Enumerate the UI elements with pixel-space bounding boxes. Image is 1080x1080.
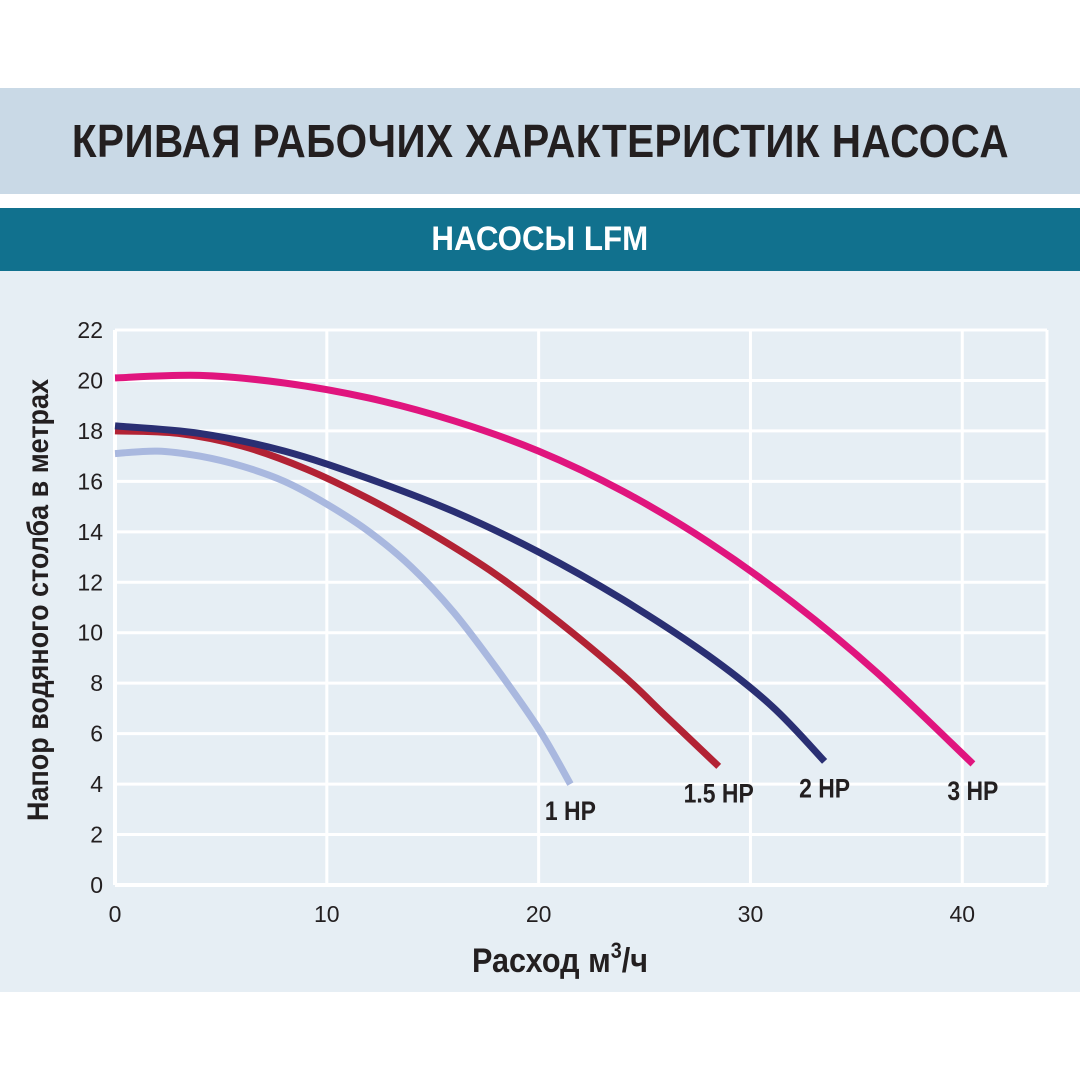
curve-1-5-hp bbox=[114, 427, 722, 769]
y-tick-label: 20 bbox=[77, 367, 103, 393]
curve-1-hp bbox=[114, 447, 574, 786]
y-tick-label: 22 bbox=[77, 317, 103, 343]
chart-subtitle: НАСОСЫ LFM bbox=[431, 220, 649, 258]
y-axis-title: Напор водяного столба в метрах bbox=[22, 379, 56, 821]
y-tick-label: 16 bbox=[77, 468, 103, 494]
x-tick-label: 0 bbox=[109, 901, 122, 927]
x-tick-label: 30 bbox=[738, 901, 764, 927]
y-tick-label: 12 bbox=[77, 569, 103, 595]
x-axis-title: Расход м3/ч bbox=[472, 939, 648, 979]
series-label-3-hp: 3 HP bbox=[947, 776, 998, 806]
y-tick-labels: 0 2 4 6 8 10 12 14 16 18 20 22 bbox=[77, 317, 103, 898]
series-label-1-hp: 1 HP bbox=[545, 796, 596, 826]
curve-2-hp bbox=[114, 422, 828, 764]
plot-frame bbox=[113, 328, 1049, 887]
title-band: КРИВАЯ РАБОЧИХ ХАРАКТЕРИСТИК НАСОСА bbox=[0, 88, 1080, 194]
x-tick-label: 10 bbox=[314, 901, 340, 927]
x-tick-labels: 0 10 20 30 40 bbox=[109, 901, 975, 927]
y-tick-label: 18 bbox=[77, 418, 103, 444]
series-curves bbox=[114, 371, 976, 786]
x-tick-label: 40 bbox=[949, 901, 975, 927]
y-tick-label: 6 bbox=[90, 721, 103, 747]
y-tick-label: 8 bbox=[90, 670, 103, 696]
subtitle-band: НАСОСЫ LFM bbox=[0, 208, 1080, 271]
series-labels: 1 HP 1.5 HP 2 HP 3 HP bbox=[545, 774, 998, 827]
page-title: КРИВАЯ РАБОЧИХ ХАРАКТЕРИСТИК НАСОСА bbox=[71, 115, 1009, 167]
plot-background bbox=[115, 330, 1047, 885]
y-tick-label: 2 bbox=[90, 822, 103, 848]
series-label-1-5-hp: 1.5 HP bbox=[684, 779, 754, 809]
y-tick-label: 4 bbox=[90, 771, 103, 797]
x-axis-title-main: Расход м bbox=[472, 942, 611, 980]
y-tick-label: 10 bbox=[77, 620, 103, 646]
curve-3-hp bbox=[114, 371, 976, 767]
x-tick-label: 20 bbox=[526, 901, 552, 927]
y-tick-label: 0 bbox=[90, 872, 103, 898]
y-tick-label: 14 bbox=[77, 519, 103, 545]
series-label-2-hp: 2 HP bbox=[799, 774, 850, 804]
x-axis-title-sup: 3 bbox=[611, 939, 622, 963]
x-axis-title-tail: /ч bbox=[622, 942, 648, 980]
